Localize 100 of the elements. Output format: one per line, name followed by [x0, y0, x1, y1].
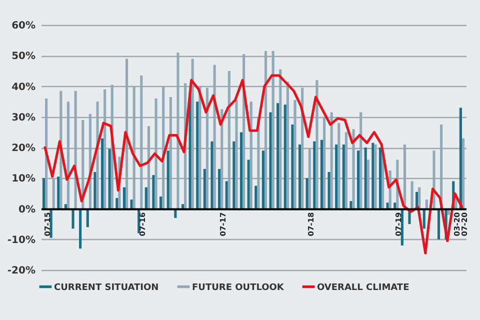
- bar: [122, 187, 126, 209]
- bar: [57, 176, 60, 209]
- bar: [152, 175, 155, 209]
- y-tick-label: -20%: [7, 266, 36, 276]
- bar: [328, 172, 330, 209]
- bar: [232, 141, 236, 209]
- bar: [374, 144, 377, 209]
- bar: [50, 208, 52, 238]
- bar: [462, 138, 465, 209]
- bar: [294, 100, 296, 209]
- bar: [276, 103, 280, 209]
- bar: [240, 132, 243, 209]
- bar: [418, 187, 421, 209]
- bar: [366, 160, 370, 209]
- bar: [306, 178, 308, 209]
- legend-label: OVERALL CLIMATE: [317, 282, 410, 293]
- bar: [140, 76, 143, 209]
- legend-label: CURRENT SITUATION: [54, 282, 159, 293]
- bar: [250, 102, 252, 209]
- bar: [316, 80, 318, 209]
- bar: [262, 150, 264, 209]
- bar: [203, 168, 206, 209]
- bar: [335, 144, 338, 209]
- bar: [410, 181, 414, 209]
- bar: [284, 104, 286, 209]
- bar: [94, 172, 96, 209]
- y-tick-label: 20%: [12, 143, 36, 154]
- bar: [313, 141, 316, 209]
- bar: [100, 138, 104, 209]
- bar: [198, 86, 202, 209]
- bar: [320, 140, 323, 209]
- bar: [166, 150, 170, 209]
- bar: [425, 200, 428, 209]
- bar: [272, 51, 274, 209]
- y-tick-label: 50%: [12, 51, 36, 62]
- y-tick-label: 40%: [12, 82, 36, 93]
- bar: [52, 178, 55, 209]
- bar: [308, 149, 311, 209]
- bar: [116, 198, 118, 209]
- bar: [144, 187, 148, 209]
- bar: [338, 123, 340, 209]
- bar: [394, 202, 396, 209]
- bar: [72, 208, 74, 229]
- bar: [286, 82, 289, 209]
- bar: [437, 208, 440, 240]
- bar: [350, 201, 352, 209]
- bar: [279, 69, 282, 209]
- bar: [108, 149, 111, 209]
- bar: [162, 86, 165, 209]
- bar: [64, 204, 67, 209]
- y-tick-label: 10%: [12, 174, 36, 185]
- bar: [235, 100, 238, 209]
- bar: [210, 141, 214, 209]
- bar: [298, 144, 302, 209]
- bar: [206, 88, 209, 209]
- bar: [225, 181, 228, 209]
- bar: [357, 150, 360, 209]
- bar: [403, 144, 406, 209]
- bar: [378, 148, 382, 209]
- bar: [104, 89, 106, 209]
- bar: [66, 102, 70, 209]
- bar: [218, 168, 221, 209]
- y-tick-label: 0%: [18, 204, 36, 216]
- bar: [360, 112, 362, 209]
- bar: [160, 196, 162, 209]
- legend-label: FUTURE OUTLOOK: [192, 282, 285, 293]
- bar: [213, 64, 216, 209]
- bar: [169, 96, 172, 209]
- line-series: [44, 74, 464, 254]
- y-tick-label: -10%: [7, 234, 36, 246]
- bar: [176, 52, 180, 209]
- bar: [42, 178, 46, 209]
- bar: [132, 86, 136, 209]
- bar: [147, 126, 150, 209]
- bar: [96, 102, 99, 209]
- bar: [344, 132, 348, 209]
- bar: [352, 129, 355, 209]
- bar: [254, 186, 258, 209]
- bar: [264, 51, 268, 209]
- bar: [247, 160, 250, 209]
- bar: [330, 112, 333, 209]
- bar: [291, 124, 294, 209]
- bar: [79, 208, 82, 249]
- bar: [386, 202, 389, 209]
- y-tick-label: 60%: [12, 20, 36, 32]
- bar: [181, 204, 184, 209]
- bar: [400, 208, 404, 246]
- bar: [228, 70, 230, 209]
- bar: [269, 112, 272, 209]
- bar: [191, 58, 194, 209]
- bar: [154, 98, 158, 209]
- bar: [364, 148, 367, 209]
- bar: [322, 116, 326, 209]
- bar: [220, 109, 224, 209]
- bar: [196, 102, 199, 209]
- bar: [130, 200, 133, 209]
- bar: [459, 108, 462, 209]
- bar: [125, 58, 128, 209]
- y-tick-label: 30%: [12, 112, 36, 124]
- bar: [372, 142, 374, 209]
